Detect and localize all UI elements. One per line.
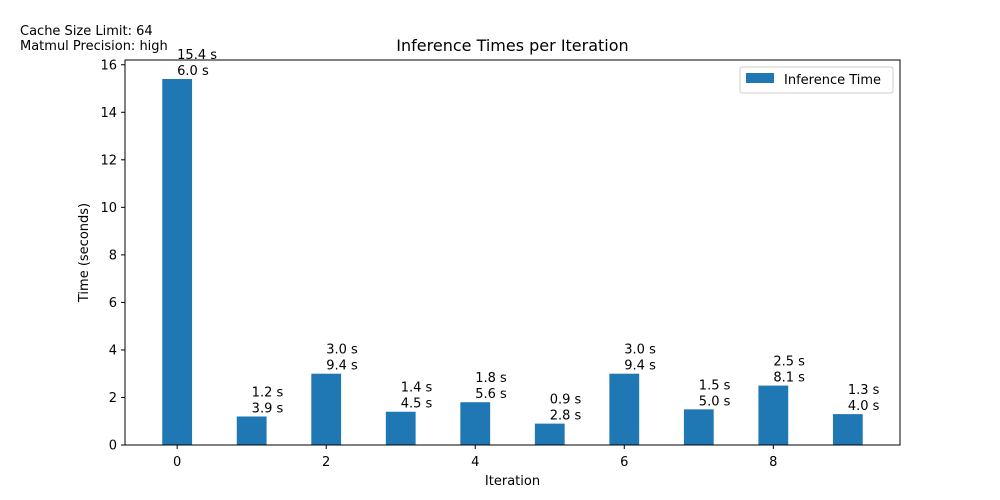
bar-label-time-8: 2.5 s <box>773 355 805 370</box>
chart-title: Inference Times per Iteration <box>396 36 628 55</box>
bar-iteration-3 <box>385 411 416 445</box>
y-axis: 0 2 4 6 8 10 12 14 16 <box>100 58 125 454</box>
bar-labels-group: 15.4 s6.0 s1.2 s3.9 s3.0 s9.4 s1.4 s4.5 … <box>177 48 879 424</box>
x-axis: 0 2 4 6 8 <box>173 445 777 470</box>
bar-iteration-2 <box>311 373 342 445</box>
bar-label-secondary-0: 6.0 s <box>177 64 209 79</box>
bar-label-secondary-9: 4.0 s <box>848 399 880 414</box>
cache-size-note: Cache Size Limit: 64 <box>20 24 153 39</box>
bar-iteration-9 <box>832 414 863 445</box>
y-tick-label: 2 <box>109 391 117 406</box>
bar-iteration-6 <box>609 373 640 445</box>
x-tick-label: 0 <box>173 455 181 470</box>
x-tick-label: 6 <box>620 455 628 470</box>
legend-frame <box>739 66 894 94</box>
bar-label-time-2: 3.0 s <box>326 343 358 358</box>
y-tick-label: 0 <box>109 439 117 454</box>
y-tick-label: 12 <box>100 153 117 168</box>
plot-frame <box>124 59 901 446</box>
bar-label-secondary-4: 5.6 s <box>475 387 507 402</box>
legend-label: Inference Time <box>784 73 881 88</box>
bar-label-time-9: 1.3 s <box>848 383 880 398</box>
x-tick-label: 8 <box>769 455 777 470</box>
y-tick-label: 14 <box>100 106 117 121</box>
bar-label-time-1: 1.2 s <box>252 385 284 400</box>
y-tick-label: 16 <box>100 58 117 73</box>
bar-label-time-7: 1.5 s <box>699 378 731 393</box>
bar-iteration-4 <box>460 402 491 445</box>
bar-label-secondary-8: 8.1 s <box>773 371 805 386</box>
y-tick-label: 4 <box>109 343 117 358</box>
bar-label-secondary-6: 9.4 s <box>624 359 656 374</box>
x-tick-label: 2 <box>322 455 330 470</box>
bar-iteration-8 <box>758 385 789 445</box>
bar-iteration-5 <box>534 423 565 445</box>
bar-label-time-4: 1.8 s <box>475 371 507 386</box>
legend: Inference Time <box>739 66 894 94</box>
bar-iteration-0 <box>162 79 193 446</box>
bar-label-secondary-7: 5.0 s <box>699 394 731 409</box>
bar-label-time-3: 1.4 s <box>401 381 433 396</box>
x-tick-label: 4 <box>471 455 479 470</box>
bar-label-secondary-3: 4.5 s <box>401 397 433 412</box>
bar-iteration-7 <box>683 409 714 445</box>
legend-swatch <box>746 73 774 83</box>
bar-label-time-0: 15.4 s <box>177 48 217 63</box>
matmul-precision-note: Matmul Precision: high <box>20 39 168 54</box>
bar-label-time-6: 3.0 s <box>624 343 656 358</box>
bar-iteration-1 <box>236 416 267 445</box>
y-tick-label: 8 <box>109 248 117 263</box>
bar-label-time-5: 0.9 s <box>550 393 582 408</box>
bar-label-secondary-5: 2.8 s <box>550 409 582 424</box>
y-tick-label: 10 <box>100 201 117 216</box>
bars-group <box>162 79 863 446</box>
y-tick-label: 6 <box>109 296 117 311</box>
bar-label-secondary-1: 3.9 s <box>252 401 284 416</box>
x-axis-label: Iteration <box>485 474 540 489</box>
y-axis-label: Time (seconds) <box>77 203 92 303</box>
bar-label-secondary-2: 9.4 s <box>326 359 358 374</box>
